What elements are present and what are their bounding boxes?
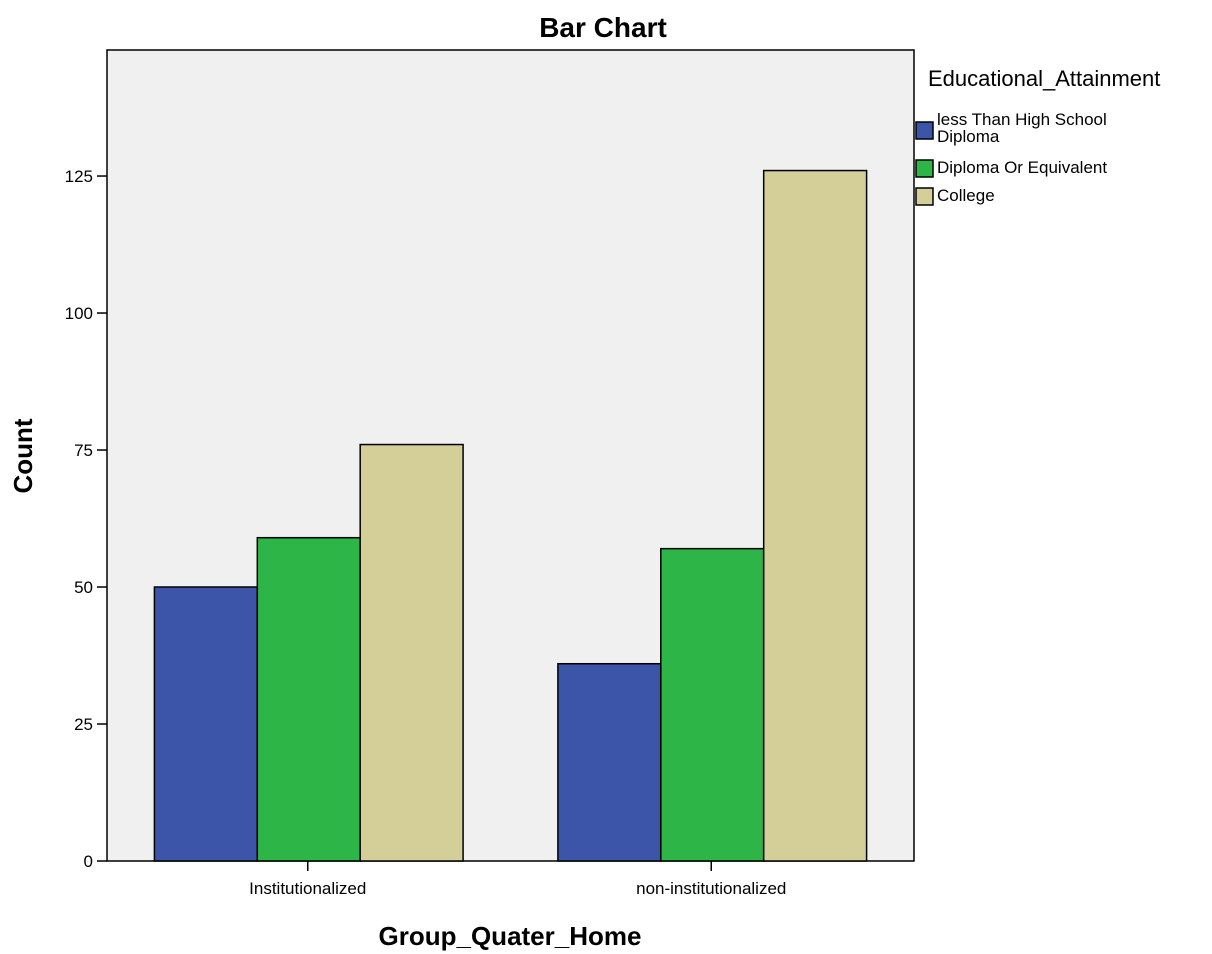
y-axis-title: Count xyxy=(8,418,38,493)
legend-label-2: College xyxy=(937,186,995,205)
x-axis: Institutionalized non-institutionalized xyxy=(249,861,786,898)
x-tick-label: Institutionalized xyxy=(249,879,366,898)
bars-group xyxy=(153,169,868,862)
y-tick-label: 0 xyxy=(84,852,93,871)
bar-1-1 xyxy=(660,547,765,862)
legend-label-1: Diploma Or Equivalent xyxy=(937,158,1107,177)
legend-swatch-0 xyxy=(915,121,934,140)
legend-title: Educational_Attainment xyxy=(928,66,1160,91)
bar-0-1 xyxy=(256,536,361,862)
legend-label-0: less Than High School xyxy=(937,110,1107,129)
x-axis-title: Group_Quater_Home xyxy=(379,921,642,951)
y-tick-label: 100 xyxy=(65,304,93,323)
bar-0-2 xyxy=(359,443,464,862)
y-tick-label: 25 xyxy=(74,715,93,734)
bar-1-0 xyxy=(557,662,662,862)
y-tick-label: 75 xyxy=(74,441,93,460)
bar-0-0 xyxy=(153,586,259,862)
y-tick-label: 50 xyxy=(74,578,93,597)
chart-title: Bar Chart xyxy=(539,12,667,43)
y-tick-label: 125 xyxy=(65,167,93,186)
y-axis: 0 25 50 75 100 125 xyxy=(65,167,107,871)
legend-swatch-1 xyxy=(915,159,934,178)
legend-swatch-2 xyxy=(915,187,934,206)
legend: Educational_Attainment less Than High Sc… xyxy=(915,66,1160,206)
bar-1-2 xyxy=(762,169,868,862)
legend-label-0: Diploma xyxy=(937,127,1000,146)
x-tick-label: non-institutionalized xyxy=(636,879,786,898)
